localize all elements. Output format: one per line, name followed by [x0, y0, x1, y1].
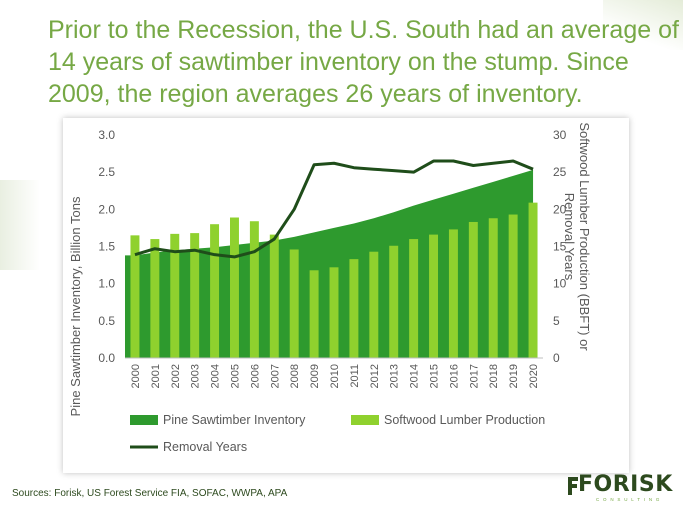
- x-tick-label: 2015: [429, 364, 441, 388]
- logo-mark-icon: [568, 477, 578, 495]
- y-right-tick-label: 5: [553, 314, 560, 328]
- y-left-axis-label: Pine Sawtimber Inventory, Billion Tons: [68, 196, 83, 416]
- x-tick-label: 2008: [289, 364, 301, 388]
- logo-text: FORISK: [578, 472, 673, 497]
- x-tick-label: 2017: [468, 364, 480, 388]
- legend-label-inventory: Pine Sawtimber Inventory: [163, 413, 306, 427]
- production-bar: [150, 239, 160, 358]
- production-bar: [190, 233, 200, 358]
- x-tick-label: 2011: [349, 364, 361, 388]
- production-bar: [170, 233, 180, 358]
- sources-note: Sources: Forisk, US Forest Service FIA, …: [12, 488, 288, 499]
- x-tick-label: 2016: [448, 364, 460, 388]
- x-tick-label: 2006: [249, 364, 261, 388]
- x-tick-label: 2010: [329, 364, 341, 388]
- y-right-axis-label: Softwood Lumber Production (BBFT) or: [577, 122, 592, 351]
- title-line-3: 2009, the region averages 26 years of in…: [48, 80, 583, 108]
- x-tick-label: 2020: [528, 364, 540, 388]
- y-left-tick-label: 2.0: [98, 202, 115, 216]
- y-right-tick-label: 15: [553, 240, 567, 254]
- y-right-tick-label: 20: [553, 202, 567, 216]
- x-tick-label: 2004: [210, 364, 222, 388]
- y-left-tick-label: 1.5: [98, 240, 115, 254]
- production-bar: [528, 202, 538, 358]
- x-tick-label: 2009: [309, 364, 321, 388]
- production-bar: [210, 224, 220, 358]
- production-bar: [349, 259, 359, 358]
- y-right-tick-label: 0: [553, 351, 560, 365]
- production-bar: [229, 217, 239, 358]
- x-tick-label: 2018: [488, 364, 500, 388]
- removal-years-line: [134, 159, 534, 259]
- production-bar: [289, 249, 299, 358]
- forisk-logo: FORISK CONSULTING: [566, 472, 674, 502]
- y-right-tick-label: 25: [553, 165, 567, 179]
- y-left-tick-label: 0.5: [98, 314, 115, 328]
- x-tick-label: 2019: [508, 364, 520, 388]
- x-tick-label: 2014: [409, 364, 421, 388]
- production-bar: [448, 229, 458, 358]
- production-bar: [429, 234, 439, 358]
- legend-swatch-production: [351, 415, 379, 425]
- production-bar: [249, 221, 259, 358]
- production-bar: [468, 221, 478, 358]
- title-line-1: Prior to the Recession, the U.S. South h…: [48, 16, 679, 44]
- x-tick-label: 2012: [369, 364, 381, 388]
- production-bar: [488, 218, 498, 358]
- title-line-2: 14 years of sawtimber inventory on the s…: [48, 48, 629, 76]
- chart-panel: 0.0 0.5 1.0 1.5 2.0 2.5 3.0 0 5 10 15 20 25 30 2000 200…: [63, 118, 629, 473]
- x-tick-label: 2013: [389, 364, 401, 388]
- production-bar: [309, 270, 319, 358]
- legend-label-production: Softwood Lumber Production: [384, 413, 545, 427]
- chart-svg: 0.0 0.5 1.0 1.5 2.0 2.5 3.0 0 5 10 15 20 25 30 2000 200…: [68, 122, 592, 454]
- y-left-tick-label: 3.0: [98, 128, 115, 142]
- production-bar: [389, 245, 399, 358]
- y-right-axis-label-line2: Removal Years: [562, 193, 577, 281]
- production-bar: [369, 251, 379, 358]
- production-bar: [329, 267, 339, 358]
- x-tick-label: 2007: [269, 364, 281, 388]
- x-tick-label: 2001: [150, 364, 162, 388]
- production-bar: [508, 214, 518, 358]
- y-left-tick-label: 2.5: [98, 165, 115, 179]
- production-bar: [269, 234, 279, 358]
- x-tick-label: 2005: [229, 364, 241, 388]
- slide-title: Prior to the Recession, the U.S. South h…: [48, 14, 679, 110]
- production-bar: [409, 239, 419, 358]
- legend-swatch-inventory: [130, 415, 158, 425]
- x-tick-label: 2003: [190, 364, 202, 388]
- legend-label-removal: Removal Years: [163, 440, 247, 454]
- production-bar: [130, 235, 140, 358]
- logo-subtext: CONSULTING: [596, 497, 664, 502]
- x-tick-label: 2002: [170, 364, 182, 388]
- x-tick-label: 2000: [130, 364, 142, 388]
- corner-decoration: [603, 0, 683, 50]
- y-right-tick-label: 10: [553, 277, 567, 291]
- side-decoration: [0, 180, 40, 270]
- y-left-tick-label: 1.0: [98, 277, 115, 291]
- y-left-tick-label: 0.0: [98, 351, 115, 365]
- y-right-tick-label: 30: [553, 128, 567, 142]
